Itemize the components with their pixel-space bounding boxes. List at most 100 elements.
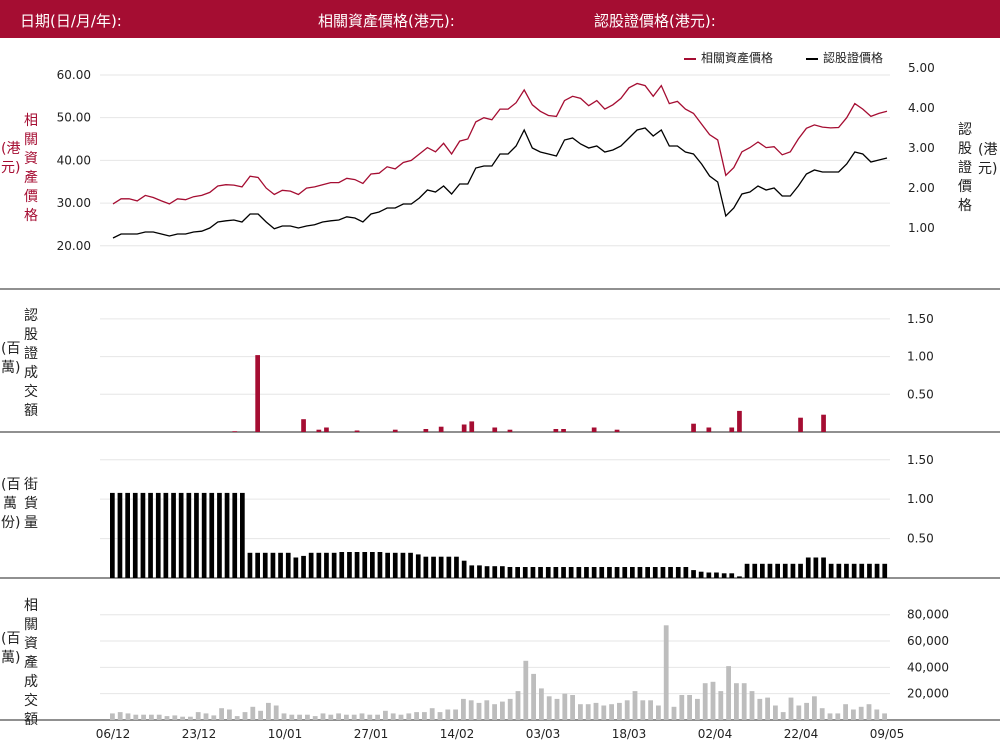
underlying-turnover-bar: [679, 695, 685, 720]
underlying-turnover-bar: [851, 709, 856, 720]
outstanding-bar: [584, 567, 589, 578]
outstanding-axis-title: 街貨量: [24, 477, 38, 531]
underlying-turnover-bar: [741, 683, 747, 720]
underlying-turnover-tick-label: 80,000: [907, 608, 949, 622]
underlying-turnover-bar: [211, 715, 217, 720]
underlying-turnover-bar: [593, 702, 599, 720]
outstanding-bar: [240, 492, 245, 578]
underlying-turnover-bar: [671, 706, 677, 720]
underlying-turnover-bar: [812, 696, 817, 720]
outstanding-bar: [545, 567, 551, 578]
outstanding-bar: [125, 492, 130, 578]
x-tick-label: 10/01: [268, 727, 303, 741]
outstanding-bar: [530, 567, 536, 578]
outstanding-bar: [293, 557, 299, 578]
right-price-axis-title: 認股證價格: [958, 122, 972, 214]
warrant-turnover-tick-label: 1.00: [907, 350, 934, 364]
x-tick-label: 27/01: [354, 727, 389, 741]
outstanding-bar: [729, 573, 735, 578]
underlying-turnover-bar: [827, 713, 833, 720]
underlying-turnover-tick-label: 60,000: [907, 634, 949, 648]
underlying-turnover-bar: [648, 700, 653, 720]
outstanding-bar: [798, 563, 803, 578]
outstanding-bar: [668, 567, 673, 578]
outstanding-bar: [270, 552, 276, 578]
outstanding-bar: [178, 492, 184, 578]
outstanding-bar: [377, 552, 383, 578]
underlying-turnover-tick-label: 20,000: [907, 687, 949, 701]
underlying-turnover-bar: [437, 712, 443, 720]
underlying-turnover-bar: [640, 700, 646, 720]
outstanding-bar: [362, 552, 368, 578]
legend-warrant-swatch: [806, 57, 818, 60]
right-price-axis-unit: (港元): [978, 142, 998, 177]
warrant-turnover-bar: [354, 430, 360, 432]
underlying-turnover-bar: [328, 714, 334, 720]
outstanding-bar: [859, 563, 865, 578]
underlying-turnover-bar: [461, 698, 466, 720]
underlying-turnover-bar: [164, 716, 170, 720]
outstanding-bar: [714, 572, 719, 578]
warrant-turnover-bar: [301, 419, 306, 432]
underlying-turnover-bar: [234, 716, 240, 720]
underlying-turnover-bar: [266, 702, 271, 720]
underlying-turnover-bar: [749, 691, 755, 720]
underlying-turnover-bar: [500, 701, 505, 720]
outstanding-bar: [782, 563, 788, 578]
underlying-turnover-bar: [726, 666, 731, 720]
underlying-turnover-bar: [578, 704, 583, 720]
underlying-turnover-bar: [609, 704, 614, 720]
outstanding-bar: [148, 492, 153, 578]
warrant-turnover-bar: [469, 421, 475, 432]
outstanding-bar: [117, 492, 123, 578]
underlying-turnover-bar: [734, 683, 739, 720]
x-tick-label: 03/03: [526, 727, 561, 741]
underlying-turnover-bar: [273, 705, 279, 720]
underlying-turnover-bar: [414, 712, 419, 720]
underlying-turnover-bar: [422, 712, 427, 720]
left-price-tick-label: 40.00: [57, 153, 91, 167]
underlying-turnover-bar: [773, 705, 778, 720]
underlying-turnover-bar: [453, 709, 458, 720]
outstanding-bar: [568, 567, 574, 578]
outstanding-bar: [232, 492, 238, 578]
warrant-turnover-bar: [316, 429, 322, 432]
underlying-turnover-bar: [133, 714, 139, 720]
outstanding-bar: [415, 554, 421, 578]
underlying-turnover-bar: [398, 714, 404, 720]
legend-underlying-label: 相關資產價格: [701, 51, 774, 65]
underlying-turnover-bar: [710, 681, 716, 720]
underlying-turnover-bar: [367, 714, 373, 720]
warrant-turnover-bar: [821, 414, 826, 432]
outstanding-bar: [767, 563, 773, 578]
left-price-tick-label: 60.00: [57, 68, 91, 82]
underlying-turnover-bar: [188, 716, 193, 720]
warrant-turnover-bar: [729, 427, 735, 432]
underlying-turnover-bar: [406, 713, 412, 720]
outstanding-bar: [454, 556, 459, 578]
warrant-turnover-bar: [553, 429, 559, 432]
x-tick-label: 06/12: [96, 727, 131, 741]
outstanding-bar: [155, 492, 161, 578]
outstanding-bar: [645, 567, 650, 578]
underlying-turnover-bar: [110, 713, 115, 720]
outstanding-bar: [392, 552, 398, 578]
underlying-turnover-bar: [359, 713, 365, 720]
underlying-turnover-bar: [305, 714, 310, 720]
outstanding-bar: [408, 552, 413, 578]
outstanding-bar: [515, 567, 520, 578]
outstanding-bar: [140, 492, 146, 578]
outstanding-bar: [630, 567, 635, 578]
underlying-turnover-bar: [788, 697, 794, 720]
warrant-turnover-bar: [737, 410, 742, 432]
underlying-turnover-bar: [804, 702, 809, 720]
warrant-turnover-bar: [561, 429, 566, 432]
outstanding-bar: [836, 563, 842, 578]
underlying-turnover-bar: [515, 691, 521, 720]
underlying-turnover-bar: [468, 700, 474, 720]
warrant-price-label: 認股證價格(港元):: [594, 12, 716, 30]
x-tick-label: 09/05: [870, 727, 905, 741]
warrant-turnover-axis-unit: (百萬): [1, 341, 21, 376]
outstanding-tick-label: 1.50: [907, 453, 934, 467]
